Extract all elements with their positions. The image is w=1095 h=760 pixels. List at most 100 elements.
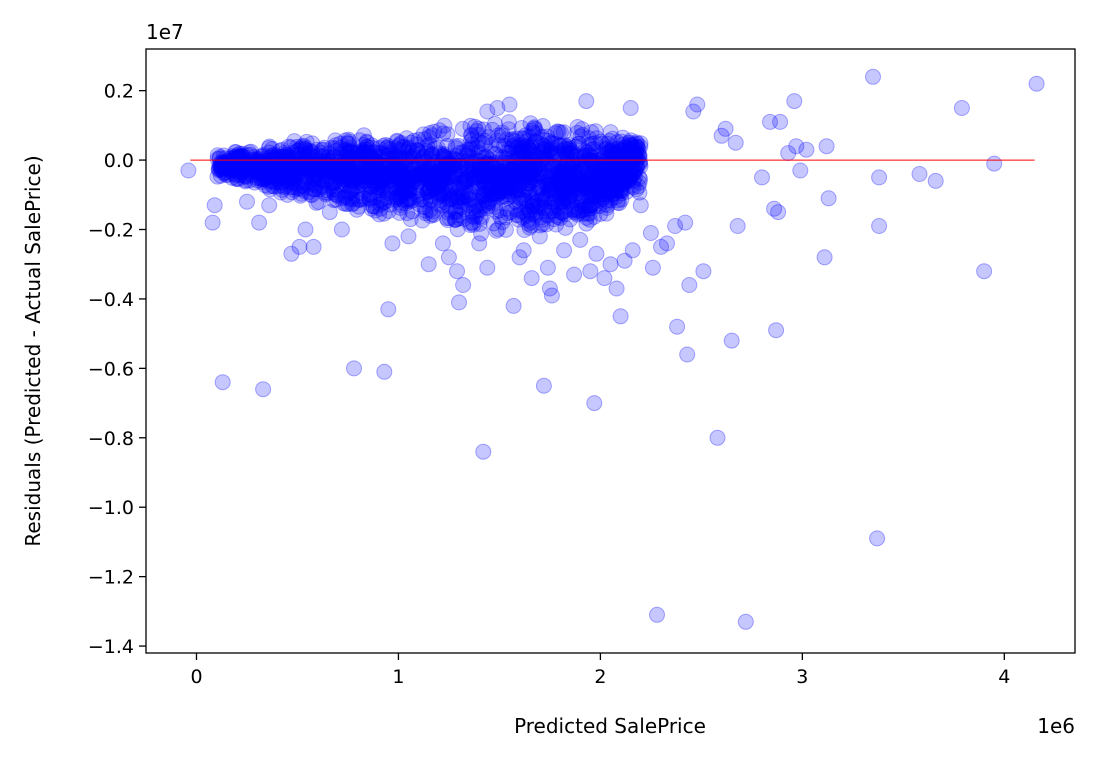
scatter-point (304, 135, 321, 152)
scatter-point (582, 200, 599, 217)
scatter-point (563, 142, 580, 159)
scatter-point (575, 154, 592, 171)
scatter-point (476, 180, 493, 197)
scatter-point (395, 139, 412, 156)
scatter-point (354, 142, 371, 159)
scatter-point (521, 128, 538, 145)
scatter-point (353, 173, 370, 190)
scatter-point (344, 171, 361, 188)
scatter-point (227, 149, 244, 165)
scatter-point (344, 196, 361, 213)
scatter-point (865, 68, 881, 85)
scatter-point (426, 173, 443, 190)
scatter-point (354, 146, 371, 163)
scatter-point (534, 144, 551, 160)
scatter-point (576, 146, 593, 163)
scatter-point (397, 157, 414, 174)
scatter-point (599, 184, 616, 201)
scatter-point (615, 169, 632, 186)
scatter-point (388, 158, 404, 174)
scatter-point (612, 308, 629, 325)
scatter-point (595, 166, 612, 182)
scatter-point (212, 167, 229, 184)
scatter-point (303, 187, 320, 204)
scatter-point (531, 161, 548, 177)
scatter-point (300, 153, 317, 170)
scatter-point (401, 139, 418, 156)
scatter-point (422, 201, 439, 218)
scatter-point (500, 121, 517, 138)
scatter-point (325, 160, 342, 177)
scatter-point (368, 172, 385, 189)
scatter-point (401, 183, 418, 200)
scatter-point (338, 154, 355, 171)
scatter-point (341, 179, 358, 196)
scatter-point (592, 205, 609, 222)
scatter-point (307, 171, 324, 188)
scatter-point (585, 152, 602, 169)
scatter-point (490, 137, 507, 154)
scatter-point (592, 133, 609, 150)
scatter-point (283, 170, 300, 186)
scatter-point (337, 157, 354, 174)
scatter-point (515, 138, 532, 155)
scatter-point (587, 123, 604, 140)
scatter-point (337, 196, 354, 212)
scatter-point (381, 147, 398, 164)
scatter-point (483, 175, 500, 192)
scatter-point (467, 162, 484, 179)
scatter-point (572, 171, 589, 188)
scatter-point (584, 196, 601, 213)
scatter-point (509, 166, 526, 183)
scatter-point (321, 162, 338, 179)
scatter-point (352, 154, 369, 171)
scatter-point (609, 192, 626, 209)
scatter-point (535, 169, 551, 186)
scatter-point (381, 141, 398, 158)
scatter-point (609, 171, 626, 188)
scatter-point (392, 195, 409, 211)
scatter-point (264, 155, 281, 172)
scatter-point (493, 175, 510, 192)
scatter-point (391, 168, 408, 185)
scatter-point (517, 166, 534, 183)
scatter-point (518, 150, 535, 166)
scatter-point (552, 176, 569, 193)
scatter-point (288, 154, 305, 171)
scatter-point (255, 163, 272, 180)
scatter-point (423, 170, 440, 187)
scatter-point (286, 166, 302, 183)
scatter-point (577, 143, 593, 160)
scatter-point (237, 161, 254, 178)
scatter-point (487, 154, 504, 171)
scatter-point (555, 124, 572, 141)
scatter-point (364, 164, 381, 181)
scatter-point (459, 157, 476, 174)
scatter-point (540, 176, 557, 193)
scatter-point (504, 179, 521, 196)
scatter-point (598, 150, 615, 167)
scatter-point (331, 170, 348, 187)
scatter-point (571, 158, 588, 175)
scatter-point (549, 209, 566, 226)
scatter-point (464, 136, 481, 153)
scatter-point (575, 174, 592, 191)
scatter-point (551, 137, 568, 154)
scatter-point (586, 176, 603, 193)
scatter-point (422, 162, 439, 178)
scatter-point (543, 135, 560, 152)
scatter-point (273, 177, 290, 194)
scatter-point (293, 150, 310, 167)
scatter-point (375, 194, 392, 211)
scatter-point (361, 186, 378, 203)
scatter-point (271, 157, 288, 174)
scatter-point (537, 203, 554, 220)
scatter-point (500, 188, 517, 205)
scatter-point (256, 153, 273, 170)
x-tick-label: 4 (998, 666, 1010, 688)
scatter-point (214, 374, 231, 391)
scatter-point (400, 181, 417, 198)
scatter-point (288, 160, 305, 177)
scatter-point (504, 132, 521, 149)
scatter-point (456, 171, 473, 188)
